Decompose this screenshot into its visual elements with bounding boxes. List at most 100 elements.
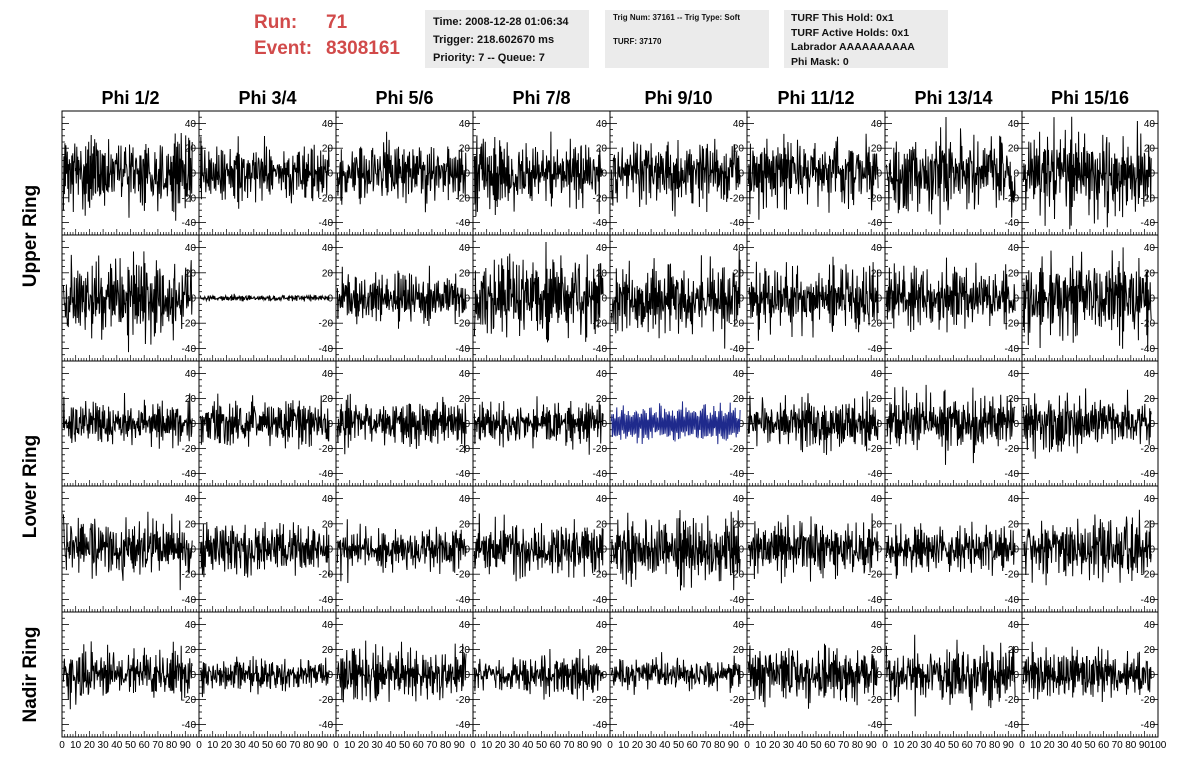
x-tick-label: 0 [196,740,202,751]
column-title: Phi 7/8 [512,88,570,108]
y-tick-label: 40 [322,620,334,631]
y-tick-label: 20 [1144,268,1156,279]
column-title: Phi 1/2 [101,88,159,108]
ring-title: Upper Ring [20,185,41,287]
waveform-trace [747,643,879,709]
y-tick-label: -40 [456,344,471,355]
waveform-trace [1023,509,1152,586]
y-tick-label: 20 [596,394,608,405]
y-tick-label: -20 [1005,444,1020,455]
y-tick-label: 20 [871,394,883,405]
run-event-header: Run: 71 Event: 8308161 [254,10,400,62]
y-tick-label: 40 [1008,494,1020,505]
column-title: Phi 9/10 [644,88,712,108]
y-tick-label: -40 [868,469,883,480]
y-tick-label: -20 [868,570,883,581]
x-tick-label: 50 [810,740,822,751]
y-tick-label: -40 [1005,469,1020,480]
y-tick-label: -40 [182,344,197,355]
y-tick-label: 40 [322,369,334,380]
y-tick-label: 40 [733,494,745,505]
y-tick-label: 40 [1144,369,1156,380]
column-title: Phi 5/6 [375,88,433,108]
y-tick-label: -20 [1141,193,1156,204]
x-tick-label: 60 [550,740,562,751]
x-tick-label: 20 [358,740,370,751]
x-tick-label: 30 [1057,740,1069,751]
trigger-info-box: Trig Num: 37161 -- Trig Type: Soft TURF:… [605,10,769,68]
x-tick-label: 90 [180,740,192,751]
y-tick-label: 40 [733,620,745,631]
y-tick-label: -20 [593,695,608,706]
x-tick-label: 70 [426,740,438,751]
y-tick-label: 20 [1144,394,1156,405]
y-tick-label: 40 [1144,119,1156,130]
y-tick-label: 20 [322,268,334,279]
column-title: Phi 15/16 [1051,88,1129,108]
y-tick-label: 0 [327,169,333,180]
y-tick-label: -40 [868,595,883,606]
x-tick-label: 10 [1030,740,1042,751]
y-tick-label: 0 [738,545,744,556]
column-title: Phi 11/12 [777,88,854,108]
y-tick-label: 40 [871,620,883,631]
waveform-trace [473,648,604,701]
y-tick-label: -20 [456,193,471,204]
y-tick-label: -40 [1141,218,1156,229]
y-tick-label: 20 [871,519,883,530]
x-tick-label: 20 [84,740,96,751]
y-tick-label: -20 [730,444,745,455]
waveform-trace [610,250,741,349]
run-row: Run: 71 [254,10,400,36]
y-tick-label: 20 [1144,645,1156,656]
y-tick-label: -40 [730,595,745,606]
waveform-trace [473,241,604,343]
event-label: Event: [254,38,313,59]
y-tick-label: 20 [1008,144,1020,155]
y-tick-label: -40 [593,595,608,606]
x-tick-label: 10 [344,740,356,751]
y-tick-label: 0 [876,169,882,180]
y-tick-label: 0 [464,294,470,305]
x-tick-label: 20 [495,740,507,751]
x-tick-label: 40 [659,740,671,751]
y-tick-label: 0 [1013,419,1019,430]
y-tick-label: -20 [1141,444,1156,455]
y-tick-label: 20 [322,144,334,155]
y-tick-label: 0 [190,419,196,430]
y-tick-label: -40 [182,469,197,480]
run-label: Run: [254,12,298,33]
y-tick-label: 20 [1008,268,1020,279]
y-tick-label: -40 [730,720,745,731]
x-tick-label: 30 [921,740,933,751]
x-tick-label: 30 [98,740,110,751]
y-tick-label: 20 [459,645,471,656]
waveform-trace [199,656,330,698]
y-tick-label: 40 [185,494,197,505]
y-tick-label: 0 [464,545,470,556]
waveform-trace [336,131,467,213]
x-tick-label: 90 [454,740,466,751]
y-tick-label: 40 [322,494,334,505]
y-tick-label: -20 [868,319,883,330]
y-tick-label: -20 [319,319,334,330]
y-tick-label: 40 [185,243,197,254]
y-tick-label: -20 [1141,570,1156,581]
x-tick-label: 30 [646,740,658,751]
x-tick-label: 90 [866,740,878,751]
x-tick-label: 60 [687,740,699,751]
turf-num-text: TURF: 37170 [613,37,662,46]
labrador-text: Labrador AAAAAAAAAA [791,41,915,53]
waveform-trace [610,138,741,217]
y-tick-label: 40 [733,369,745,380]
